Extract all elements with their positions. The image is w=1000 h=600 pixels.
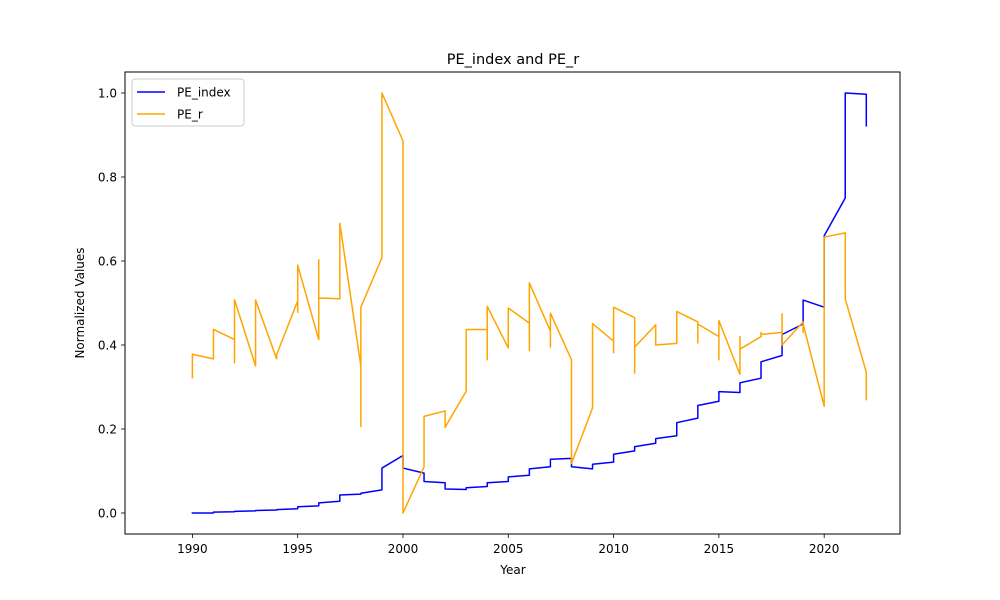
x-tick-label: 2000 <box>388 542 419 556</box>
plot-frame <box>124 71 901 535</box>
y-tick-label: 0.4 <box>98 339 117 353</box>
x-tick-label: 2020 <box>809 542 840 556</box>
series-line-pe-r <box>191 92 868 514</box>
y-tick-label: 0.0 <box>98 507 117 521</box>
legend: PE_index PE_r <box>131 78 245 127</box>
x-tick-label: 1995 <box>282 542 313 556</box>
x-tick-label: 2015 <box>704 542 735 556</box>
y-axis-ticks: 0.0 0.2 0.4 0.6 0.8 1.0 <box>98 87 125 521</box>
y-tick-label: 0.2 <box>98 423 117 437</box>
x-tick-label: 2005 <box>493 542 524 556</box>
y-tick-label: 1.0 <box>98 87 117 101</box>
x-tick-label: 1990 <box>177 542 208 556</box>
series-line-pe-index <box>191 92 868 514</box>
y-axis-label: Normalized Values <box>73 247 87 358</box>
chart-title: PE_index and PE_r <box>447 52 579 68</box>
legend-label-pe-index: PE_index <box>177 86 231 100</box>
legend-label-pe-r: PE_r <box>177 108 203 122</box>
x-axis-ticks: 1990 1995 2000 2005 2010 2015 2020 <box>177 534 839 556</box>
y-tick-label: 0.6 <box>98 255 117 269</box>
y-tick-label: 0.8 <box>98 171 117 185</box>
plot-lines <box>191 92 868 514</box>
x-axis-label: Year <box>499 563 525 577</box>
x-tick-label: 2010 <box>598 542 629 556</box>
